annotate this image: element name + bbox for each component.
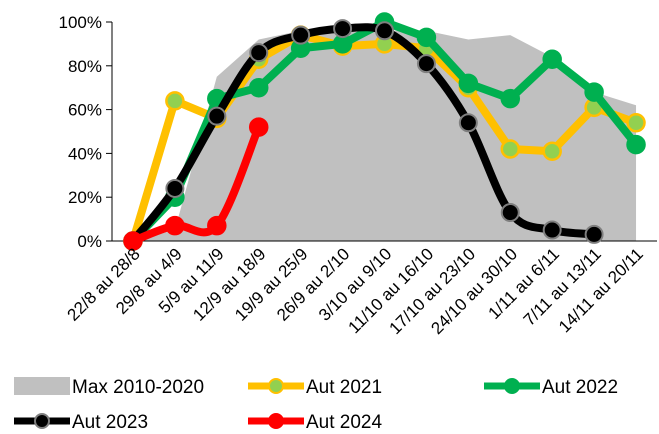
series-point-aut-2022 [628, 136, 645, 153]
series-point-aut-2022 [418, 29, 435, 46]
legend-swatch-marker-aut-2022 [505, 379, 519, 393]
y-tick-label: 60% [68, 101, 102, 120]
series-point-aut-2022 [502, 90, 519, 107]
legend-label: Aut 2023 [72, 412, 148, 433]
legend-label: Aut 2021 [306, 377, 382, 398]
y-tick-label: 0% [77, 232, 102, 251]
series-point-aut-2021 [544, 143, 561, 160]
series-point-aut-2024 [166, 217, 183, 234]
legend-swatch-area [14, 377, 70, 395]
series-point-aut-2021 [502, 141, 519, 158]
series-point-aut-2021 [166, 92, 183, 109]
legend-swatch-marker-aut-2024 [269, 414, 283, 428]
legend-label: Aut 2022 [542, 377, 618, 398]
series-point-aut-2022 [460, 75, 477, 92]
y-tick-label: 20% [68, 188, 102, 207]
legend-swatch-marker-aut-2023 [35, 414, 49, 428]
y-tick-label: 40% [68, 144, 102, 163]
legend-label: Aut 2024 [306, 412, 382, 433]
legend-label: Max 2010-2020 [72, 377, 204, 398]
series-point-aut-2021 [628, 114, 645, 131]
legend-swatch-marker-aut-2021 [269, 379, 283, 393]
y-tick-label: 80% [68, 57, 102, 76]
series-point-aut-2024 [250, 119, 267, 136]
series-point-aut-2022 [250, 79, 267, 96]
y-tick-label: 100% [59, 13, 102, 32]
x-axis: 22/8 au 28/829/8 au 4/95/9 au 11/912/9 a… [64, 244, 647, 338]
y-axis: 0% 20% 40% 60% 80% 100% [59, 13, 112, 251]
series-point-aut-2024 [208, 217, 225, 234]
legend: Max 2010-2020 Aut 2021 Aut 2022 Aut 2023 Aut… [14, 377, 618, 433]
series-point-aut-2022 [586, 84, 603, 101]
series-point-aut-2022 [544, 51, 561, 68]
